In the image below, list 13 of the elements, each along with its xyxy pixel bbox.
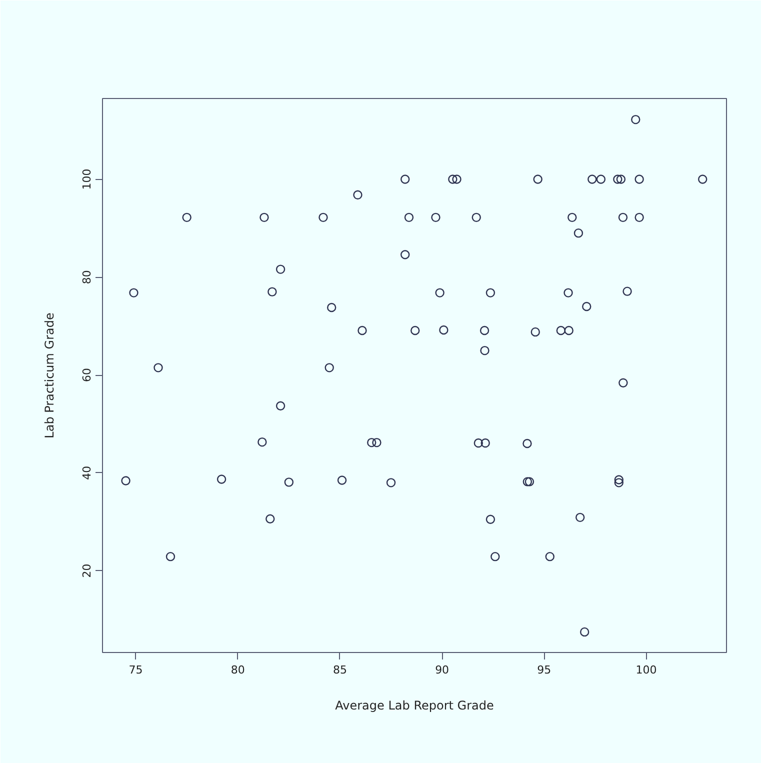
y-tick-label: 80 [80,270,94,284]
x-tick-label: 75 [128,664,143,676]
x-axis-title: Average Lab Report Grade [335,698,494,712]
y-tick-label: 60 [80,368,94,382]
x-tick-label: 90 [435,664,450,676]
y-axis-title: Lab Practicum Grade [42,312,56,438]
x-tick-label: 85 [332,664,347,676]
y-tick-label: 40 [80,466,94,480]
y-tick-label: 100 [80,168,94,190]
y-tick-label: 20 [80,564,94,578]
x-tick-label: 100 [636,664,657,676]
x-tick-label: 95 [537,664,552,676]
x-tick-label: 80 [230,664,245,676]
